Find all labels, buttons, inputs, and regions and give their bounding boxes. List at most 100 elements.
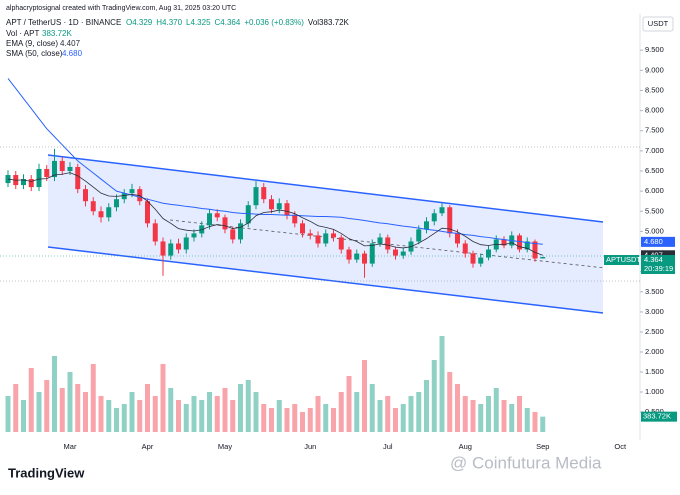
volume-bar	[67, 372, 73, 432]
volume-bar	[369, 384, 375, 432]
y-tick-label: 9.500	[645, 45, 664, 54]
ema-axis-label: 4.407	[644, 250, 663, 259]
candle-body	[424, 221, 429, 230]
channel-upper	[47, 154, 604, 223]
volume-bar	[183, 404, 189, 432]
volume-bar	[377, 400, 383, 432]
candle-body	[369, 243, 375, 264]
candle-body	[323, 233, 329, 244]
volume-bar	[346, 376, 352, 432]
legend-sma: SMA (50, close)	[6, 49, 63, 58]
volume-bar	[238, 384, 243, 432]
legend-vol-value: 383.72K	[42, 29, 72, 38]
ema-line	[7, 172, 543, 256]
candle-body	[486, 249, 491, 258]
volume-bar	[191, 396, 197, 432]
x-tick-label: Mar	[64, 442, 77, 451]
y-tick-label: 7.000	[645, 146, 664, 155]
volume-bar	[21, 400, 26, 432]
legend-ema-value: 4.407	[60, 39, 81, 48]
volume-bar	[245, 380, 251, 432]
x-tick-label: Aug	[459, 442, 472, 451]
candle-body	[331, 233, 336, 238]
legend-vol: Vol · APT	[6, 29, 39, 38]
volume-bar	[416, 392, 422, 432]
candle-body	[245, 205, 251, 224]
volume-bar	[462, 396, 468, 432]
candle-body	[83, 189, 88, 202]
volume-bar	[478, 404, 484, 432]
volume-bar	[524, 408, 530, 432]
currency-box[interactable]	[642, 16, 674, 32]
v-tick-label: 2.000	[645, 347, 664, 356]
candle-body	[98, 211, 104, 218]
volume-axis-bg	[641, 411, 677, 422]
volume-bar	[532, 412, 538, 432]
volume-bar	[160, 364, 166, 432]
marks	[5, 78, 546, 432]
volume-bar	[90, 364, 96, 432]
x-tick-label: Apr	[142, 442, 154, 451]
candle-body	[230, 229, 236, 240]
volume-bar	[36, 392, 42, 432]
ticker: APTUSDT	[606, 255, 641, 264]
candle-body	[517, 235, 522, 250]
candle-body	[524, 241, 530, 250]
candle-body	[90, 201, 96, 212]
legend-sma-value: 4.680	[62, 49, 83, 58]
candle-body	[532, 241, 538, 259]
candle-body	[276, 203, 282, 210]
candle-body	[176, 243, 181, 250]
candle-body	[307, 233, 313, 236]
volume-bar	[152, 396, 158, 432]
volume-bar	[129, 392, 135, 432]
attribution: alphacryptosignal created with TradingVi…	[6, 5, 236, 12]
volume-bar	[338, 392, 344, 432]
candle-body	[439, 207, 445, 214]
volume-bar	[222, 388, 228, 432]
volume-bar	[207, 392, 212, 432]
ohlc-value: L4.325	[186, 18, 211, 27]
ticker-bg	[604, 255, 639, 266]
volume-bar	[5, 396, 11, 432]
candle-body	[470, 253, 476, 264]
candle-body	[75, 166, 81, 190]
symbol: APT / TetherUS · 1D · BINANCE	[6, 18, 121, 27]
volume-bar	[199, 400, 205, 432]
volume-bar	[385, 396, 391, 432]
volume-bar	[59, 388, 65, 432]
last-price-bg	[641, 255, 675, 275]
y-tick-label: 5.500	[645, 206, 664, 215]
volume-bar	[517, 396, 522, 432]
candle-body	[300, 223, 305, 234]
x-tick-label: Jul	[383, 442, 393, 451]
volume-bar	[540, 416, 546, 432]
volume-bar	[400, 404, 406, 432]
candle-body	[269, 199, 274, 210]
y-tick-label: 7.500	[645, 126, 664, 135]
volume-bar	[83, 392, 88, 432]
v-tick-label: 2.500	[645, 327, 664, 336]
candle-body	[168, 243, 174, 256]
candle-body	[67, 166, 73, 171]
volume-bar	[439, 336, 445, 432]
candle-body	[284, 203, 290, 216]
candle-body	[478, 257, 484, 264]
volume-bar	[486, 396, 491, 432]
x-tick-label: May	[218, 442, 232, 451]
candle-body	[222, 217, 228, 230]
volume-bar	[493, 388, 499, 432]
candle-body	[346, 249, 352, 260]
x-tick-label: Sep	[536, 442, 549, 451]
volume-bar	[253, 392, 259, 432]
candle-body	[315, 235, 321, 244]
ohlc-value: Vol383.72K	[308, 18, 350, 27]
last-price: 4.364	[644, 255, 663, 264]
candle-body	[431, 213, 437, 222]
volume-bar	[168, 388, 174, 432]
volume-bar	[393, 408, 398, 432]
candle-body	[253, 187, 259, 206]
candle-body	[501, 239, 507, 246]
candle-body	[114, 199, 119, 208]
candle-body	[261, 187, 267, 200]
